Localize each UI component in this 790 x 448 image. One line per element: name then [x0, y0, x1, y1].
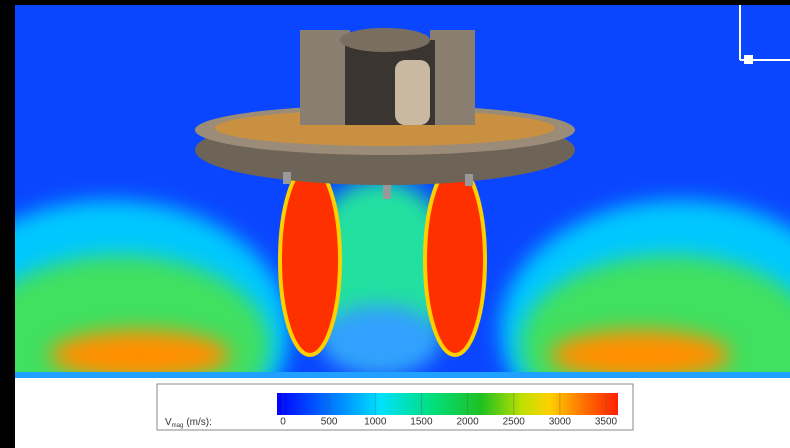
tick-label: 1000 — [364, 417, 387, 428]
tick-label: 0 — [280, 417, 286, 428]
page: {"colorbar": {"label_main": "V", "label_… — [0, 0, 790, 448]
tick-label: 2000 — [456, 417, 479, 428]
tick-label: 2500 — [503, 417, 526, 428]
label-sub: mag — [172, 423, 184, 429]
colorbar — [277, 393, 618, 415]
tick-label: 1500 — [410, 417, 433, 428]
label-unit: (m/s): — [186, 417, 212, 428]
tick-label: 3500 — [595, 417, 618, 428]
tick-label: 3000 — [549, 417, 572, 428]
screen: 0500100015002000250030003500 Vmag(m/s): — [0, 0, 790, 448]
tick-label: 500 — [321, 417, 338, 428]
